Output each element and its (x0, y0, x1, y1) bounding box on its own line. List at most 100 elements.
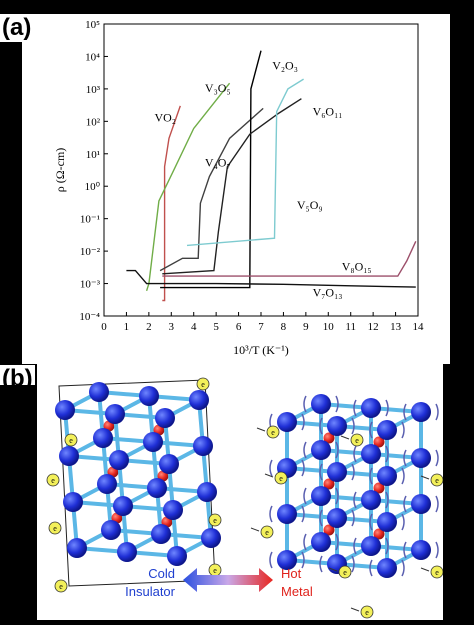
electron-icon (338, 565, 352, 579)
vanadium-atom (163, 500, 183, 520)
y-tick-label: 10⁻¹ (80, 214, 100, 226)
electron-label: e (355, 436, 359, 445)
series-line (160, 50, 262, 289)
y-tick-label: 10⁴ (85, 51, 100, 63)
vanadium-atom (361, 398, 381, 418)
x-tick-label: 0 (101, 321, 107, 333)
oxygen-atom (323, 524, 335, 536)
vanadium-atom (361, 536, 381, 556)
series-label: V₅O₉ (297, 198, 323, 212)
x-tick-label: 14 (413, 321, 425, 333)
x-tick-label: 9 (303, 321, 309, 333)
electron-label: e (69, 436, 73, 445)
vibration-arc (435, 449, 439, 467)
series-line (186, 78, 304, 247)
series-line (162, 241, 417, 277)
vanadium-atom (311, 486, 331, 506)
vibration-arc (303, 441, 307, 459)
vanadium-atom (311, 532, 331, 552)
vibration-arc (335, 533, 339, 551)
electron-label: e (53, 524, 57, 533)
double-arrow-icon (183, 568, 273, 592)
vanadium-atom (89, 382, 109, 402)
panel-label-b: (b) (0, 365, 35, 385)
series-label: V₂O₃ (272, 58, 298, 72)
vanadium-atom (109, 450, 129, 470)
y-tick-label: 10² (86, 116, 101, 128)
vibration-arc (369, 421, 373, 439)
vanadium-atom (63, 492, 83, 512)
vibration-arc (319, 417, 323, 435)
electron-label: e (213, 566, 217, 575)
vanadium-atom (59, 446, 79, 466)
electron-label: e (213, 516, 217, 525)
vanadium-atom (117, 542, 137, 562)
vibration-arc (353, 445, 357, 463)
cold-insulator-lattice: e e e e e e e (46, 377, 222, 593)
oxygen-atom (323, 478, 335, 490)
cold-label: Cold (148, 566, 175, 581)
vibration-arc (319, 555, 323, 573)
vanadium-atom (277, 504, 297, 524)
vibration-arc (435, 541, 439, 559)
crystal-structure-panel: e e e e e e e e e e e e e e e Cold Insulator Hot Meta… (37, 364, 444, 620)
vanadium-atom (277, 550, 297, 570)
vibration-arc (369, 467, 373, 485)
hot-metal-lattice: e e e e e e e e (250, 394, 444, 619)
series-line (126, 269, 416, 288)
vanadium-atom (411, 494, 431, 514)
vanadium-atom (167, 546, 187, 566)
vanadium-atom (411, 540, 431, 560)
electron-label: e (365, 608, 369, 617)
vanadium-atom (155, 408, 175, 428)
vibration-arc (303, 487, 307, 505)
oxygen-atom (373, 482, 385, 494)
vanadium-atom (93, 428, 113, 448)
x-tick-label: 4 (191, 321, 197, 333)
electron-label: e (201, 380, 205, 389)
electron-icon (360, 605, 374, 619)
vibration-arc (351, 555, 355, 573)
vanadium-atom (377, 512, 397, 532)
electron-motion-arrow (350, 607, 360, 612)
vanadium-atom (193, 436, 213, 456)
vibration-arc (269, 551, 273, 569)
vanadium-atom (277, 412, 297, 432)
vibration-arc (351, 509, 355, 527)
y-tick-label: 10⁻³ (80, 279, 101, 291)
vanadium-atom (201, 528, 221, 548)
vanadium-atom (55, 400, 75, 420)
electron-icon (196, 377, 210, 391)
x-tick-label: 12 (368, 321, 379, 333)
vanadium-atom (67, 538, 87, 558)
vibration-arc (353, 537, 357, 555)
vibration-arc (385, 491, 389, 509)
electron-icon (266, 425, 280, 439)
vibration-arc (403, 403, 407, 421)
electron-motion-arrow (420, 567, 430, 572)
series-line (159, 107, 264, 272)
series-line (162, 98, 302, 275)
x-tick-label: 10 (323, 321, 335, 333)
vibration-arc (269, 505, 273, 523)
vibration-arc (335, 487, 339, 505)
vibration-arc (351, 463, 355, 481)
x-axis-label: 10³/T (K⁻¹) (233, 343, 289, 357)
vibration-arc (435, 495, 439, 513)
electron-label: e (343, 568, 347, 577)
oxygen-atom (373, 436, 385, 448)
electron-label: e (435, 476, 439, 485)
electron-icon (64, 433, 78, 447)
vibration-arc (401, 513, 405, 531)
vibration-arc (319, 509, 323, 527)
vanadium-atom (97, 474, 117, 494)
vibration-arc (401, 559, 405, 577)
vibration-arc (353, 491, 357, 509)
vibration-arc (385, 537, 389, 555)
insulator-label: Insulator (125, 584, 176, 599)
vibration-arc (303, 533, 307, 551)
electron-motion-arrow (256, 427, 266, 432)
y-tick-label: 10⁻⁴ (79, 311, 100, 323)
vibration-arc (353, 399, 357, 417)
electron-label: e (265, 528, 269, 537)
